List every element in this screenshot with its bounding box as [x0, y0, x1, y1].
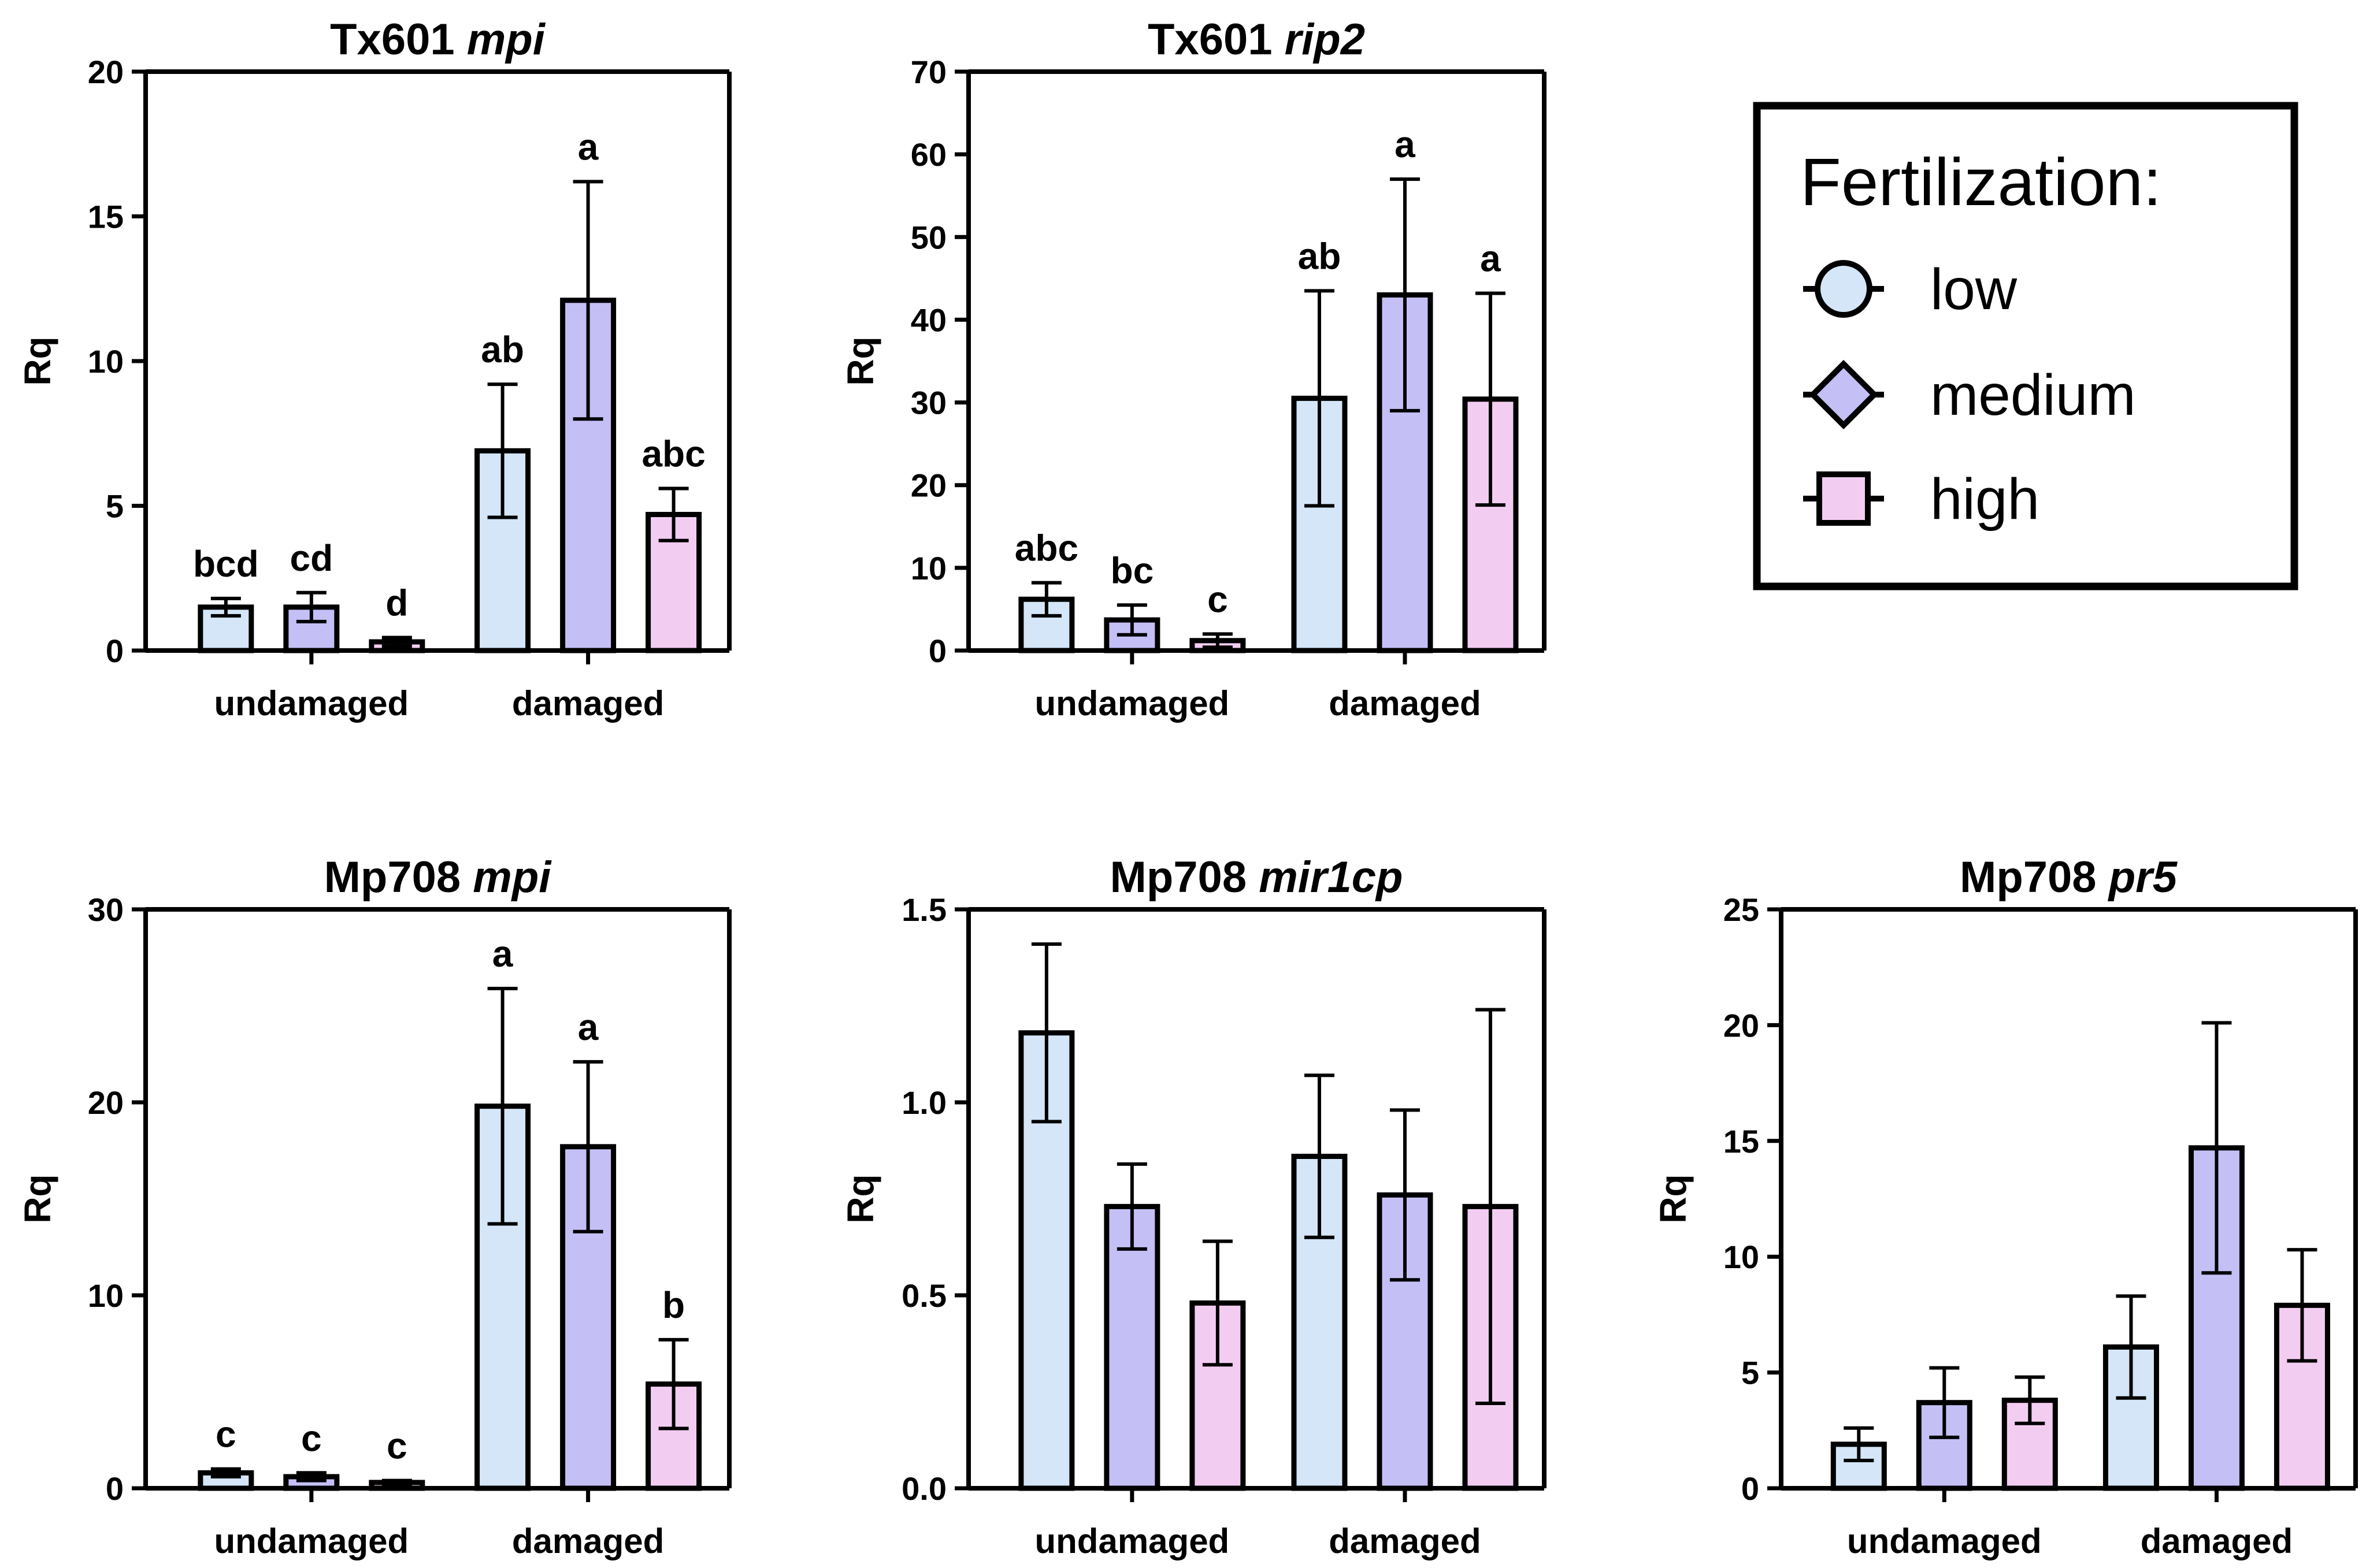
chart-title-main: Tx601	[1148, 15, 1285, 64]
panel-mp708-pr5: Mp708 pr5 Rq 0 5 10 15 20 25 undamaged damaged	[1652, 853, 2358, 1560]
chart-title-gene: rip2	[1285, 15, 1365, 64]
y-axis-label: Rq	[840, 1174, 881, 1223]
x-category-label: damaged	[2141, 1522, 2293, 1560]
significance-label: cd	[290, 537, 333, 579]
y-tick-label: 0	[1741, 1470, 1759, 1507]
significance-label: d	[385, 582, 408, 623]
y-axis-label: Rq	[17, 336, 58, 385]
chart-title: Mp708 pr5	[1960, 853, 2178, 902]
y-tick-label: 30	[88, 891, 124, 928]
y-tick-label: 20	[911, 467, 947, 504]
y-tick-label: 70	[911, 54, 947, 90]
bar-high	[1189, 1300, 1246, 1491]
significance-label: a	[578, 126, 599, 168]
legend-circle-icon	[1815, 260, 1872, 318]
significance-label: a	[578, 1006, 599, 1048]
legend-title: Fertilization:	[1800, 144, 2161, 220]
bar-medium	[283, 604, 340, 653]
y-tick-label: 10	[911, 550, 947, 586]
y-tick-label: 20	[88, 54, 124, 90]
y-axis-label: Rq	[1652, 1174, 1694, 1223]
significance-label: a	[1395, 124, 1415, 165]
chart-title-main: Tx601	[330, 15, 467, 64]
x-category-label: damaged	[1329, 684, 1481, 723]
y-tick-label: 10	[88, 343, 124, 380]
chart-title-gene: mir1cp	[1259, 853, 1403, 902]
y-axis-label: Rq	[17, 1174, 58, 1223]
x-category-label: damaged	[512, 684, 664, 723]
y-tick-label: 5	[106, 488, 124, 525]
y-tick-label: 0	[106, 633, 124, 669]
chart-title-main: Mp708	[1110, 853, 1259, 902]
significance-label: abc	[1015, 527, 1078, 569]
panel-tx601-rip2: Tx601 rip2 Rq 0 10 20 30 40 50 60 70 undamaged dama…	[840, 15, 1547, 723]
x-category-label: undamaged	[214, 684, 409, 723]
y-tick-label: 1.5	[902, 891, 947, 928]
x-category-label: undamaged	[1035, 1522, 1230, 1560]
y-tick-label: 10	[1723, 1239, 1759, 1275]
chart-title-main: Mp708	[1960, 853, 2109, 902]
significance-label: ab	[1298, 235, 1341, 277]
significance-label: abc	[641, 433, 705, 474]
y-tick-label: 0	[106, 1470, 124, 1507]
legend-diamond-icon	[1808, 359, 1879, 430]
x-category-label: undamaged	[1847, 1522, 2042, 1560]
y-tick-label: 10	[88, 1277, 124, 1314]
y-tick-label: 5	[1741, 1355, 1759, 1391]
significance-label: c	[301, 1417, 322, 1459]
legend-entry-high: high	[1803, 467, 2039, 532]
significance-label: c	[387, 1425, 407, 1467]
significance-label: a	[492, 933, 513, 975]
y-tick-label: 0	[929, 633, 947, 669]
chart-title-gene: mpi	[473, 853, 552, 902]
legend-entry-medium: medium	[1803, 359, 2136, 430]
chart-title-gene: pr5	[2108, 853, 2178, 902]
legend-label-high: high	[1930, 467, 2039, 532]
legend-square-icon	[1816, 471, 1871, 526]
significance-label: b	[662, 1284, 685, 1326]
legend-entry-low: low	[1803, 257, 2018, 322]
significance-label: c	[216, 1414, 236, 1455]
y-tick-label: 0.5	[902, 1277, 947, 1314]
significance-label: c	[1207, 578, 1228, 620]
y-tick-label: 15	[88, 199, 124, 235]
panel-mp708-mir1cp: Mp708 mir1cp Rq 0.0 0.5 1.0 1.5 undamaged damag…	[840, 853, 1547, 1560]
panel-mp708-mpi: Mp708 mpi Rq 0 10 20 30 undamaged damaged c a c a c b	[17, 853, 732, 1560]
chart-title-main: Mp708	[324, 853, 473, 902]
chart-title-gene: mpi	[467, 15, 546, 64]
y-tick-label: 50	[911, 219, 947, 255]
significance-label: bc	[1111, 549, 1154, 591]
y-tick-label: 1.0	[902, 1084, 947, 1121]
y-tick-label: 20	[88, 1084, 124, 1121]
y-axis-label: Rq	[840, 336, 881, 385]
chart-title: Mp708 mpi	[324, 853, 552, 902]
y-tick-label: 25	[1723, 891, 1759, 928]
panel-tx601-mpi: Tx601 mpi Rq 0 5 10 15 20 undamaged damaged bcd ab…	[17, 15, 732, 723]
chart-title: Tx601 rip2	[1148, 15, 1365, 64]
x-category-label: damaged	[1329, 1522, 1481, 1560]
chart-title: Mp708 mir1cp	[1110, 853, 1403, 902]
significance-label: ab	[481, 329, 524, 370]
x-category-label: damaged	[512, 1522, 664, 1560]
x-category-label: undamaged	[214, 1522, 409, 1560]
y-tick-label: 30	[911, 385, 947, 421]
x-category-label: undamaged	[1035, 684, 1230, 723]
y-tick-label: 0.0	[902, 1470, 947, 1507]
y-tick-label: 20	[1723, 1007, 1759, 1043]
y-tick-label: 15	[1723, 1123, 1759, 1160]
significance-label: a	[1480, 238, 1501, 280]
legend-label-low: low	[1930, 257, 2018, 322]
y-tick-label: 60	[911, 136, 947, 173]
significance-label: bcd	[193, 543, 259, 585]
legend: Fertilization: low medium high	[1753, 102, 2298, 590]
y-tick-label: 40	[911, 302, 947, 338]
chart-title: Tx601 mpi	[330, 15, 546, 64]
legend-label-medium: medium	[1930, 363, 2136, 428]
